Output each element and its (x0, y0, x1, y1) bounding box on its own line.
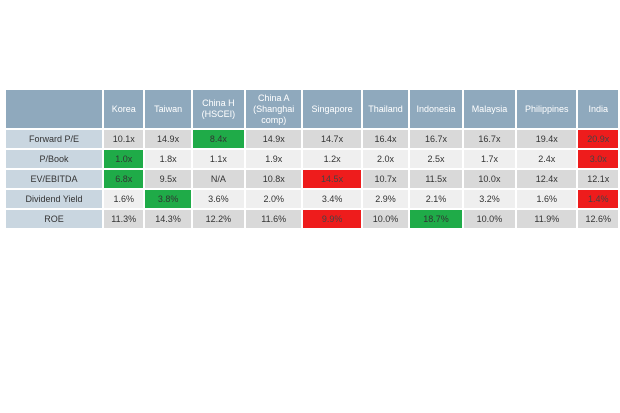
column-header: China A (Shanghai comp) (246, 90, 302, 128)
column-header: Indonesia (410, 90, 462, 128)
column-header: Malaysia (463, 90, 516, 128)
table-cell: 12.2% (192, 210, 244, 228)
table-cell: 2.4x (517, 150, 577, 168)
table-cell: 2.0x (362, 150, 409, 168)
column-header-line: Taiwan (154, 103, 183, 114)
table-cell: 14.9x (145, 130, 191, 148)
row-label: Forward P/E (6, 130, 103, 148)
column-header-line: Philippines (525, 103, 569, 114)
column-header: China H (HSCEI) (192, 90, 244, 128)
table-cell: 14.3% (145, 210, 191, 228)
column-header: Korea (104, 90, 144, 128)
table-row: P/Book 1.0x 1.8x 1.1x 1.9x 1.2x 2.0x 2.5x 1.7x 2.… (6, 150, 618, 168)
table-cell: 2.5x (410, 150, 462, 168)
table-cell: 14.9x (246, 130, 302, 148)
header-row: Korea Taiwan China H (HSCEI) China A (Shangha… (6, 90, 618, 128)
table-cell: 1.6% (104, 190, 144, 208)
table-cell: 2.0% (246, 190, 302, 208)
table-cell: N/A (192, 170, 244, 188)
table-cell: 18.7% (410, 210, 462, 228)
table-cell: 11.5x (410, 170, 462, 188)
table-cell: 3.4% (303, 190, 361, 208)
table-cell: 1.6% (517, 190, 577, 208)
header-corner (6, 90, 103, 128)
table-cell: 3.2% (463, 190, 516, 208)
table-cell: 1.1x (192, 150, 244, 168)
table-cell: 9.5x (145, 170, 191, 188)
column-header-line: Indonesia (416, 103, 456, 114)
table-cell: 10.1x (104, 130, 144, 148)
table-cell: 6.8x (104, 170, 144, 188)
table-cell: 12.6% (578, 210, 618, 228)
table-cell: 3.0x (578, 150, 618, 168)
column-header-line: Korea (111, 103, 136, 114)
column-header-line: (Shanghai (253, 103, 295, 114)
table-cell: 11.6% (246, 210, 302, 228)
table-cell: 10.0% (362, 210, 409, 228)
table-cell: 14.5x (303, 170, 361, 188)
row-label: EV/EBITDA (6, 170, 103, 188)
table-cell: 10.0x (463, 170, 516, 188)
table-row: Forward P/E 10.1x 14.9x 8.4x 14.9x 14.7x 16.4x… (6, 130, 618, 148)
table-cell: 2.1% (410, 190, 462, 208)
row-label: ROE (6, 210, 103, 228)
table-cell: 1.9x (246, 150, 302, 168)
table-cell: 20.9x (578, 130, 618, 148)
table-cell: 1.4% (578, 190, 618, 208)
table-cell: 16.7x (410, 130, 462, 148)
table-body: Forward P/E 10.1x 14.9x 8.4x 14.9x 14.7x 16.4x… (6, 130, 618, 228)
valuation-table: Korea Taiwan China H (HSCEI) China A (Shangha… (4, 88, 620, 230)
column-header: Thailand (362, 90, 409, 128)
table-cell: 10.7x (362, 170, 409, 188)
column-header-line: (HSCEI) (201, 109, 236, 119)
table-cell: 14.7x (303, 130, 361, 148)
column-header-line: comp) (261, 114, 287, 125)
column-header-line: Singapore (311, 103, 353, 114)
table-cell: 9.9% (303, 210, 361, 228)
column-header-line: Malaysia (471, 103, 508, 114)
table-row: Dividend Yield 1.6% 3.8% 3.6% 2.0% 3.4% 2.9% 2.… (6, 190, 618, 208)
table-cell: 1.2x (303, 150, 361, 168)
table-cell: 10.0% (463, 210, 516, 228)
column-header: Taiwan (145, 90, 191, 128)
table-cell: 2.9% (362, 190, 409, 208)
table-cell: 1.8x (145, 150, 191, 168)
table-cell: 3.8% (145, 190, 191, 208)
table-row: EV/EBITDA 6.8x 9.5x N/A 10.8x 14.5x 10.7x 11.5x… (6, 170, 618, 188)
table-cell: 16.4x (362, 130, 409, 148)
table-cell: 12.4x (517, 170, 577, 188)
row-label: P/Book (6, 150, 103, 168)
table-row: ROE 11.3% 14.3% 12.2% 11.6% 9.9% 10.0% 18.7% 10.… (6, 210, 618, 228)
table-cell: 16.7x (463, 130, 516, 148)
column-header-line: China H (202, 98, 235, 108)
table-cell: 12.1x (578, 170, 618, 188)
column-header-line: Thailand (368, 103, 403, 114)
column-header: India (578, 90, 618, 128)
table-cell: 8.4x (192, 130, 244, 148)
table-cell: 1.7x (463, 150, 516, 168)
column-header: Philippines (517, 90, 577, 128)
table-cell: 11.9% (517, 210, 577, 228)
column-header: Singapore (303, 90, 361, 128)
table-cell: 1.0x (104, 150, 144, 168)
row-label: Dividend Yield (6, 190, 103, 208)
table-cell: 10.8x (246, 170, 302, 188)
table-cell: 3.6% (192, 190, 244, 208)
table-cell: 19.4x (517, 130, 577, 148)
column-header-line: China A (257, 92, 290, 103)
column-header-line: India (588, 103, 608, 114)
table-cell: 11.3% (104, 210, 144, 228)
